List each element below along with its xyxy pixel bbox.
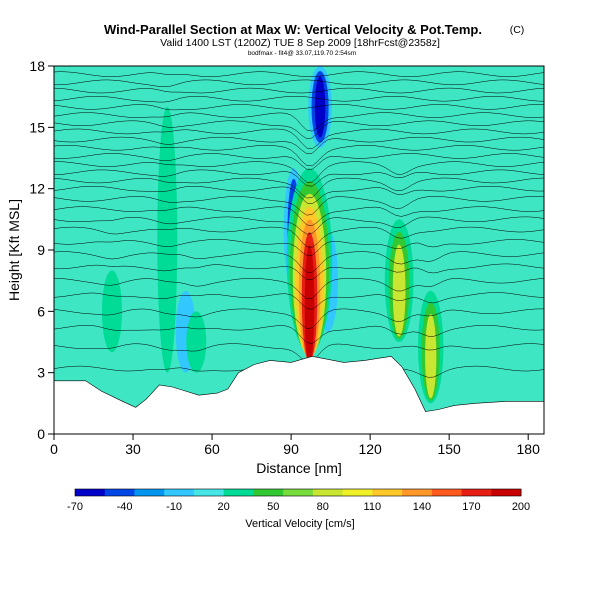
- chart-title-mark: (C): [510, 24, 525, 36]
- updraft-0-level-6: [304, 245, 315, 364]
- colorbar-swatch-5: [223, 489, 254, 496]
- x-tick-label-1: 30: [125, 441, 141, 457]
- colorbar-swatch-10: [372, 489, 403, 496]
- y-tick-label-5: 15: [29, 119, 45, 135]
- y-tick-label-1: 3: [37, 365, 45, 381]
- colorbar-swatch-4: [193, 489, 225, 496]
- isentrope-1: [54, 343, 544, 363]
- updraft-5-level-0: [101, 270, 122, 353]
- colorbar-swatch-2: [134, 489, 165, 496]
- isentrope-23: [54, 104, 544, 111]
- x-tick-label-4: 120: [358, 441, 382, 457]
- colorbar-tick-6: 110: [364, 501, 382, 513]
- colorbar-tick-0: -70: [67, 501, 83, 513]
- isentrope-15: [54, 169, 544, 187]
- isentrope-25: [54, 87, 544, 94]
- y-tick-label-3: 9: [37, 242, 45, 258]
- isentrope-16: [54, 161, 544, 183]
- y-tick-label-4: 12: [29, 181, 45, 197]
- isentrope-24: [54, 96, 544, 103]
- isentrope-4: [54, 292, 544, 310]
- x-tick-label-2: 60: [204, 441, 220, 457]
- colorbar-tick-3: 20: [218, 501, 230, 513]
- isentrope-27: [54, 71, 544, 77]
- colorbar-swatch-8: [312, 489, 344, 496]
- x-axis-label: Distance [nm]: [256, 460, 342, 476]
- chart-title: Wind-Parallel Section at Max W: Vertical…: [104, 22, 482, 37]
- x-tick-label-3: 90: [283, 441, 299, 457]
- colorbar-tick-7: 140: [413, 501, 431, 513]
- isentrope-6: [54, 263, 544, 281]
- y-tick-label-2: 6: [37, 303, 45, 319]
- y-axis-label: Height [Kft MSL]: [6, 199, 22, 301]
- colorbar-tick-2: -10: [166, 501, 182, 513]
- updraft-4-level-0: [157, 106, 178, 373]
- colorbar-swatch-13: [461, 489, 492, 496]
- isentrope-17: [54, 153, 544, 170]
- colorbar-tick-1: -40: [117, 501, 133, 513]
- colorbar-tick-5: 80: [317, 501, 329, 513]
- isentrope-5: [54, 277, 544, 299]
- isentrope-21: [54, 120, 544, 139]
- isentrope-10: [54, 216, 544, 235]
- isentropes: [54, 71, 544, 378]
- updraft-3-level-0: [186, 311, 207, 373]
- x-axis: 0 30 60 90 120 150 180: [50, 434, 540, 457]
- isentrope-8: [54, 239, 544, 256]
- colorbar-swatch-6: [253, 489, 284, 496]
- colorbar-tick-9: 200: [512, 501, 530, 513]
- colorbar-swatch-9: [342, 489, 373, 496]
- colorbar-tick-8: 170: [462, 501, 480, 513]
- isentrope-12: [54, 196, 544, 216]
- isentrope-14: [54, 177, 544, 199]
- colorbar-swatch-12: [431, 489, 463, 496]
- colorbar-frame: [74, 488, 522, 497]
- y-tick-label-6: 18: [29, 58, 45, 74]
- x-tick-label-6: 180: [517, 441, 541, 457]
- isentrope-2: [54, 324, 544, 344]
- isentrope-7: [54, 251, 544, 273]
- terrain: [54, 355, 544, 434]
- colorbar-swatch-7: [283, 489, 314, 496]
- colorbar-swatch-0: [75, 489, 106, 496]
- colorbar-swatch-11: [402, 489, 433, 496]
- isentrope-3: [54, 308, 544, 329]
- x-tick-label-5: 150: [437, 441, 461, 457]
- colorbar-swatch-14: [491, 489, 522, 496]
- isentrope-9: [54, 226, 544, 248]
- y-axis: 0 3 6 9 12 15 18: [29, 58, 54, 442]
- isentrope-20: [54, 128, 544, 150]
- colorbar-swatch-1: [104, 489, 135, 496]
- isentrope-19: [54, 136, 544, 154]
- isentrope-22: [54, 112, 544, 132]
- colorbar-label: Vertical Velocity [cm/s]: [245, 518, 354, 530]
- isentrope-13: [54, 185, 544, 205]
- isentrope-11: [54, 206, 544, 226]
- isentrope-18: [54, 145, 544, 167]
- chart-small-caption: bodfmax - fit4@ 33.07,119.70 2:54sm: [248, 50, 356, 57]
- colorbar: -70 -40 -10 20 50 80 110 140 170 200: [67, 488, 530, 513]
- updraft-2-level-2: [425, 313, 437, 399]
- chart-subtitle: Valid 1400 LST (1200Z) TUE 8 Sep 2009 [1…: [160, 37, 440, 49]
- plot-area: [54, 66, 544, 434]
- isentrope-26: [54, 79, 544, 88]
- y-tick-label-0: 0: [37, 426, 45, 442]
- colorbar-tick-4: 50: [267, 501, 279, 513]
- x-tick-label-0: 0: [50, 441, 58, 457]
- updraft-1-level-2: [392, 244, 406, 337]
- colorbar-swatch-3: [164, 489, 195, 496]
